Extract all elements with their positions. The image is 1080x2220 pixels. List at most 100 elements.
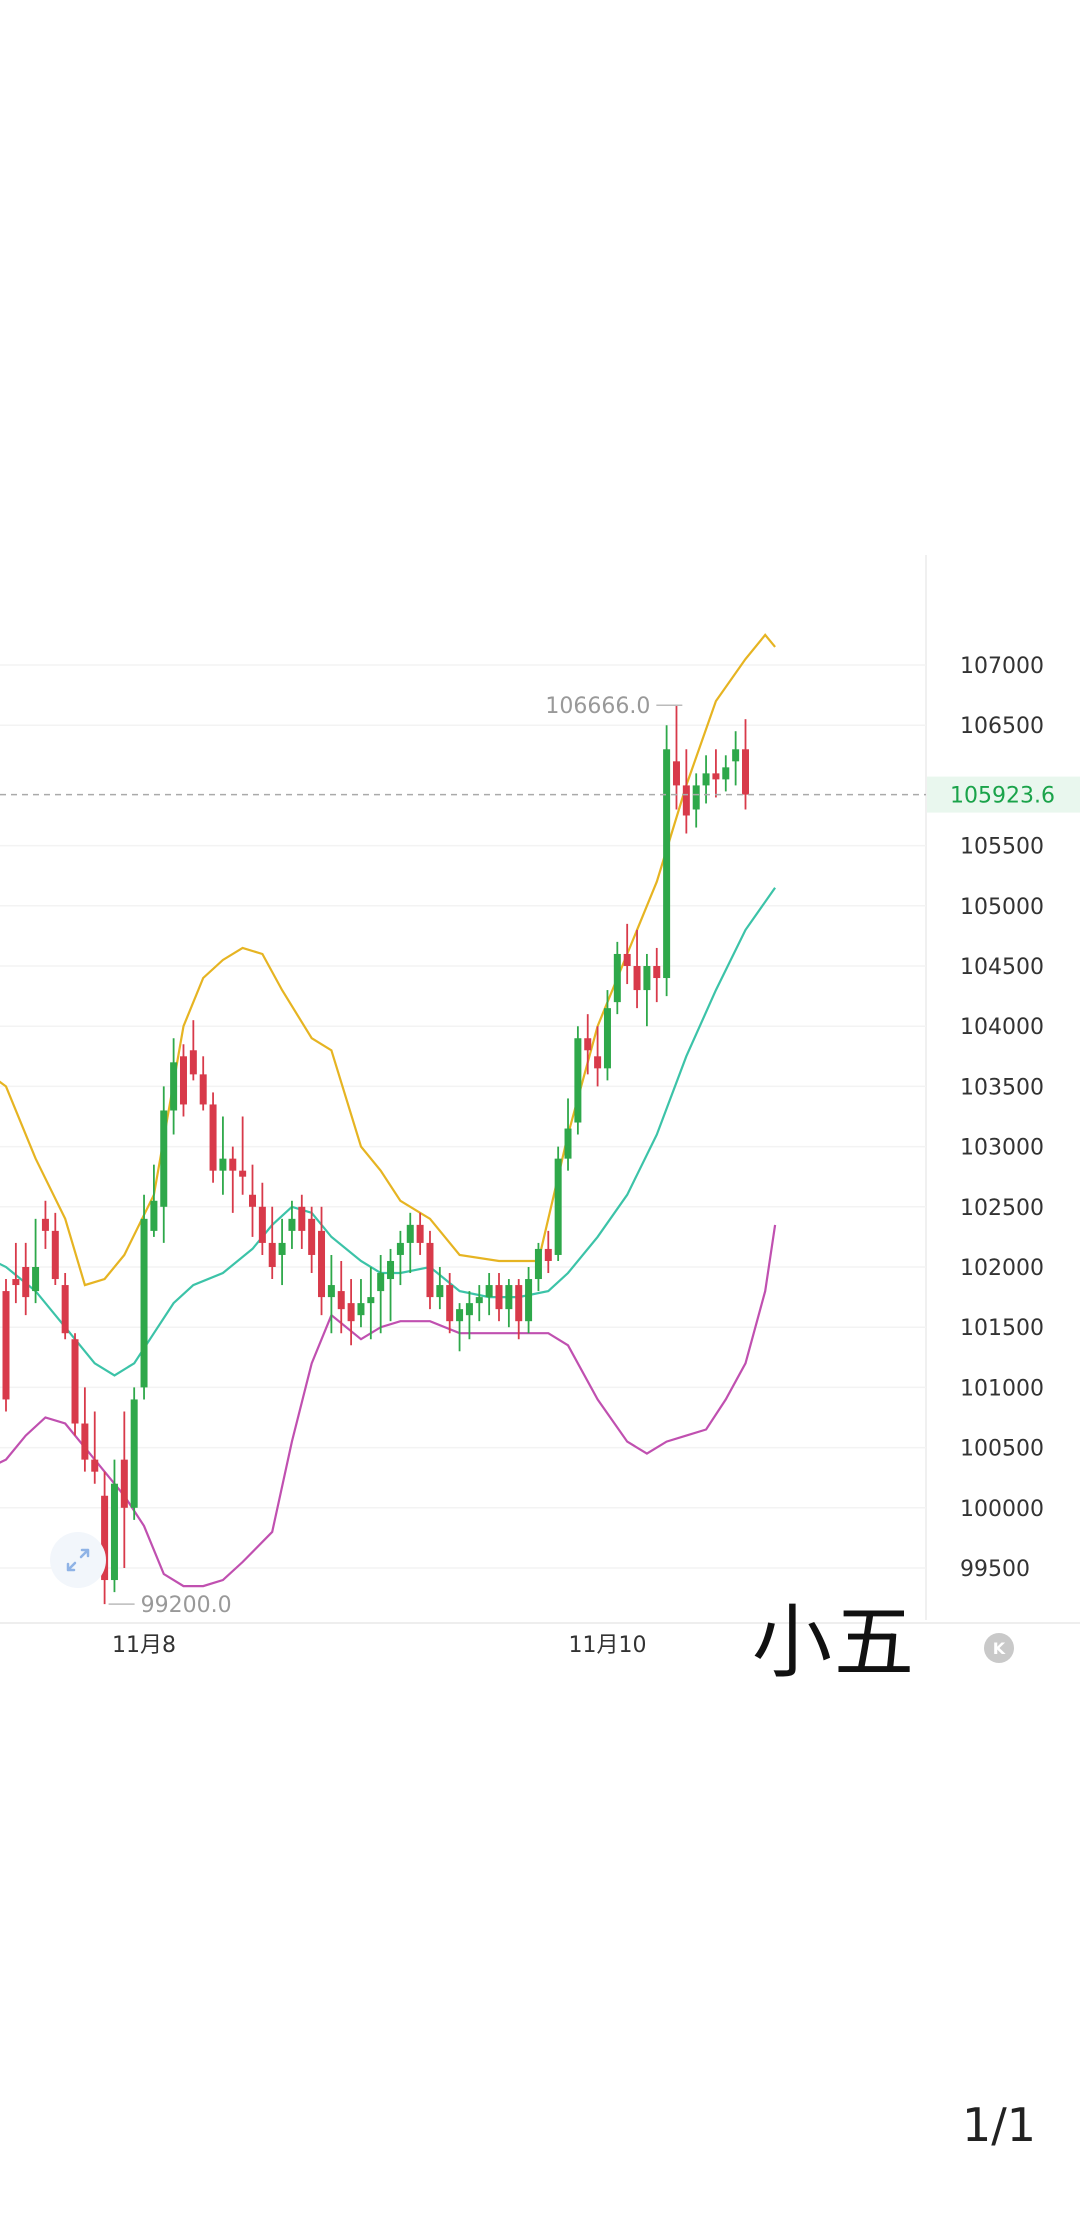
candle-body — [682, 785, 690, 816]
candle[interactable] — [446, 1273, 454, 1334]
candle[interactable] — [209, 1092, 217, 1183]
candle[interactable] — [722, 755, 730, 792]
candle[interactable] — [544, 1230, 552, 1274]
candle[interactable] — [179, 1044, 187, 1117]
candle-body — [258, 1206, 266, 1243]
candle[interactable] — [229, 1146, 237, 1213]
candle[interactable] — [672, 705, 680, 810]
candle-body — [32, 1267, 40, 1292]
candle[interactable] — [436, 1267, 444, 1310]
candle[interactable] — [268, 1206, 276, 1280]
candle[interactable] — [456, 1303, 464, 1352]
candle-body — [396, 1242, 404, 1255]
candle-body — [120, 1459, 128, 1508]
candle[interactable] — [199, 1056, 207, 1111]
candle[interactable] — [189, 1020, 197, 1081]
candle[interactable] — [337, 1260, 345, 1334]
expand-button[interactable] — [50, 1532, 106, 1588]
candle-body — [544, 1248, 552, 1261]
candle[interactable] — [160, 1086, 168, 1243]
candle[interactable] — [396, 1230, 404, 1286]
candle-body — [61, 1285, 69, 1334]
candle[interactable] — [367, 1267, 375, 1340]
candle[interactable] — [347, 1279, 355, 1346]
candle[interactable] — [475, 1285, 483, 1322]
candle[interactable] — [258, 1182, 266, 1255]
candle[interactable] — [357, 1279, 365, 1328]
candle[interactable] — [170, 1038, 178, 1135]
high-marker-label: 106666.0 — [545, 694, 650, 719]
candle-body — [229, 1158, 237, 1171]
candle-body — [387, 1260, 395, 1280]
candle-body — [732, 749, 740, 762]
candle[interactable] — [81, 1387, 89, 1472]
candle[interactable] — [495, 1273, 503, 1322]
candle[interactable] — [613, 941, 621, 1015]
candle[interactable] — [140, 1194, 148, 1400]
candle[interactable] — [61, 1273, 69, 1340]
k-badge-icon[interactable]: K — [984, 1633, 1014, 1663]
candle-body — [239, 1170, 247, 1177]
candle[interactable] — [101, 1471, 109, 1605]
candle[interactable] — [12, 1242, 20, 1304]
candle[interactable] — [110, 1459, 118, 1593]
candle[interactable] — [692, 773, 700, 828]
candle[interactable] — [91, 1411, 99, 1484]
candle[interactable] — [643, 953, 651, 1027]
candle[interactable] — [633, 929, 641, 1009]
candle[interactable] — [51, 1212, 59, 1286]
candle[interactable] — [564, 1098, 572, 1171]
candle-body — [554, 1158, 562, 1255]
candle[interactable] — [416, 1212, 424, 1255]
candle[interactable] — [742, 719, 749, 810]
candle[interactable] — [653, 947, 661, 1003]
x-axis: 11月8 11月10 — [112, 1633, 646, 1658]
candle[interactable] — [71, 1333, 79, 1436]
candle[interactable] — [288, 1200, 296, 1249]
candle[interactable] — [515, 1279, 523, 1340]
candle[interactable] — [426, 1230, 434, 1310]
candle[interactable] — [308, 1206, 316, 1274]
candle[interactable] — [41, 1200, 49, 1249]
candle[interactable] — [387, 1248, 395, 1322]
candle[interactable] — [505, 1279, 513, 1328]
candle[interactable] — [682, 749, 690, 834]
candle[interactable] — [623, 923, 631, 985]
candle-body — [22, 1267, 30, 1298]
candle[interactable] — [574, 1026, 582, 1135]
candle[interactable] — [298, 1194, 306, 1249]
candle[interactable] — [318, 1206, 326, 1316]
candle[interactable] — [22, 1242, 30, 1316]
candle[interactable] — [249, 1164, 256, 1237]
candle[interactable] — [327, 1254, 335, 1334]
candle-body — [140, 1218, 148, 1388]
candle[interactable] — [584, 1014, 592, 1075]
candle[interactable] — [465, 1291, 473, 1340]
candle-body — [672, 761, 680, 786]
candle[interactable] — [130, 1387, 138, 1520]
candle[interactable] — [219, 1116, 227, 1195]
candle-body — [603, 1008, 611, 1069]
candle[interactable] — [239, 1116, 247, 1195]
candle[interactable] — [603, 990, 611, 1081]
candle[interactable] — [732, 731, 740, 786]
candle[interactable] — [702, 755, 710, 804]
candle[interactable] — [712, 749, 720, 798]
candle[interactable] — [594, 1026, 602, 1087]
candle[interactable] — [554, 1146, 562, 1261]
candle[interactable] — [2, 1279, 10, 1412]
candle[interactable] — [32, 1218, 40, 1304]
candle[interactable] — [120, 1411, 128, 1568]
candles[interactable] — [2, 705, 750, 1605]
candle[interactable] — [377, 1254, 385, 1334]
candle[interactable] — [150, 1164, 158, 1237]
candle-body — [377, 1273, 385, 1292]
candle[interactable] — [663, 725, 671, 997]
candle[interactable] — [525, 1267, 533, 1334]
candle[interactable] — [278, 1218, 286, 1286]
candle[interactable] — [485, 1273, 493, 1316]
y-tick-label: 107000 — [960, 654, 1044, 679]
candle[interactable] — [406, 1212, 414, 1274]
candle[interactable] — [534, 1242, 542, 1292]
